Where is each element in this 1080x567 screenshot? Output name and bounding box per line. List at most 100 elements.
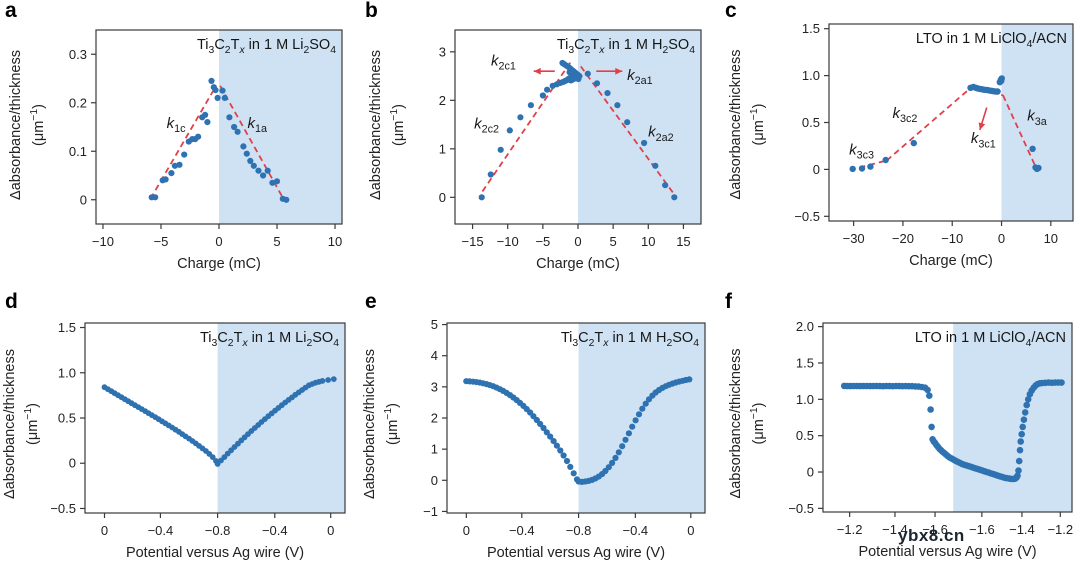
panel-a-chart: −10 −5 0 5 10 0 0.1 0.2 0.3 k1c k1a Ti3C2Tx in 1 M …: [8, 29, 343, 272]
rate-constant-label: k2c2: [474, 115, 499, 135]
y-axis-label-line1: Δabsorbance/thickness: [368, 50, 384, 200]
y-tick-label: 1.0: [58, 365, 76, 380]
x-tick-label: 0: [687, 523, 694, 538]
x-tick-label: −1.2: [837, 522, 863, 537]
x-tick-label: −0.4: [509, 523, 535, 538]
rate-constant-label: k1c: [167, 115, 187, 135]
plot-frame: [446, 322, 706, 514]
y-tick-label: −0.5: [50, 501, 76, 516]
panel-letter-b: b: [365, 0, 378, 22]
plot-frame: [454, 29, 702, 225]
plot-frame: [95, 29, 343, 225]
y-tick-label: 0.3: [69, 47, 87, 62]
x-tick-label: −30: [843, 231, 865, 246]
y-axis-label-line1: Δabsorbance/thickness: [2, 349, 18, 499]
data-points: [849, 75, 1042, 173]
data-points: [478, 59, 678, 201]
panel-b: b −15 −10 −5 0 5 10 15 0 1 2 3 k2c1 k2a1 k2c2 k2a2 Ti3C2…: [360, 0, 720, 283]
x-tick-label: −1.6: [922, 522, 948, 537]
fit-line: [849, 159, 887, 171]
fit-line: [1002, 94, 1038, 170]
y-tick-label: 1.0: [802, 68, 820, 83]
rate-constant-label: k3c1: [971, 130, 996, 150]
annotation-arrow: [533, 67, 555, 75]
panel-f-chart: −1.2 −1.4 −1.6 −1.6 −1.4 −1.2 −0.5 0 0.5 1.0 1.5 2.…: [728, 319, 1073, 560]
axis-ticks: [450, 51, 685, 229]
y-tick-label: 0: [69, 456, 76, 471]
axis-ticks: [818, 326, 1061, 517]
panel-f: f −1.2 −1.4 −1.6 −1.6 −1.4 −1.2 −0.5 0 0.5 1.0 1.5 2…: [720, 283, 1080, 567]
panel-a: a −10 −5 0 5 10 0 0.1 0.2 0.3 k1c k1a Ti3C2Tx in 1 M…: [0, 0, 360, 283]
panel-letter-d: d: [5, 290, 18, 313]
panel-letter-e: e: [365, 290, 377, 313]
y-tick-label: 1.0: [796, 392, 814, 407]
x-tick-label: 10: [328, 234, 342, 249]
panel-title: LTO in 1 M LiClO4/ACN: [916, 31, 1067, 50]
y-tick-label: 2: [431, 411, 438, 426]
y-tick-label: 0.2: [69, 95, 87, 110]
y-tick-label: 0: [80, 192, 87, 207]
x-tick-label: −5: [535, 234, 550, 249]
shaded-anodic-region: [578, 30, 701, 224]
rate-constant-label: k3c3: [849, 141, 874, 161]
x-tick-label: −15: [462, 234, 484, 249]
x-tick-label: −0.8: [205, 523, 231, 538]
plot-frame: [84, 322, 346, 514]
y-tick-label: −0.5: [794, 209, 820, 224]
y-tick-label: 0.1: [69, 144, 87, 159]
x-axis-label: Potential versus Ag wire (V): [858, 544, 1036, 560]
panel-c: c −30 −20 −10 0 10 −0.5 0 0.5 1.0 1.5 k3c3 k3c2 k3c1 k…: [720, 0, 1080, 283]
y-tick-label: 1: [431, 442, 438, 457]
x-tick-label: 0: [327, 523, 334, 538]
x-tick-label: −0.4: [262, 523, 288, 538]
panel-title: Ti3C2Tx in 1 M Li2SO4: [197, 37, 336, 56]
annotation-arrow: [978, 107, 988, 131]
x-axis-label: Charge (mC): [177, 256, 261, 272]
x-axis-label: Potential versus Ag wire (V): [487, 545, 665, 561]
y-tick-label: 0: [807, 465, 814, 480]
x-tick-label: −1.2: [1047, 522, 1073, 537]
panel-c-chart: −30 −20 −10 0 10 −0.5 0 0.5 1.0 1.5 k3c3 k3c2 k3c1 k3…: [728, 21, 1074, 269]
rate-constant-label: k1a: [248, 115, 268, 135]
y-tick-label: 1: [439, 141, 446, 156]
x-axis-label: Charge (mC): [536, 256, 620, 272]
y-tick-label: −1: [423, 504, 438, 519]
x-tick-label: −5: [154, 234, 169, 249]
y-axis-label-line2: (μm−1): [23, 403, 41, 445]
x-axis-label: Charge (mC): [909, 253, 993, 269]
y-tick-label: 4: [431, 348, 438, 363]
panel-title: Ti3C2Tx in 1 M H2SO4: [561, 330, 699, 349]
x-tick-label: −0.4: [148, 523, 174, 538]
data-points: [840, 379, 1065, 483]
x-tick-label: −1.6: [969, 522, 995, 537]
plot-frame: [828, 23, 1074, 222]
panel-title: LTO in 1 M LiClO4/ACN: [915, 330, 1066, 349]
y-tick-label: −0.5: [788, 501, 814, 516]
x-tick-label: −1.4: [1009, 522, 1035, 537]
rate-constant-label: k2c1: [491, 52, 516, 72]
x-tick-label: 0: [101, 523, 108, 538]
x-tick-label: 10: [641, 234, 655, 249]
axis-ticks: [824, 28, 1052, 226]
rate-constant-label: k2a2: [648, 124, 674, 144]
y-tick-label: 5: [431, 317, 438, 332]
y-tick-label: 0: [813, 162, 820, 177]
x-tick-label: −0.8: [566, 523, 592, 538]
y-axis-label-line2: (μm−1): [749, 104, 767, 146]
y-axis-label-line1: Δabsorbance/thickness: [362, 349, 378, 499]
fit-line: [580, 65, 677, 197]
y-tick-label: 1.5: [796, 355, 814, 370]
watermark: ybx8.cn: [898, 526, 965, 545]
panel-e-chart: 0 −0.4 −0.8 −0.4 0 −1 0 1 2 3 4 5 Ti3C2Tx in 1 M H2S…: [362, 317, 706, 561]
data-points: [463, 376, 693, 485]
x-axis-label: Potential versus Ag wire (V): [126, 545, 304, 561]
x-tick-label: −10: [941, 231, 963, 246]
y-axis-label-line2: (μm−1): [389, 104, 407, 146]
plot-frame: [822, 322, 1073, 513]
x-tick-label: −1.4: [882, 522, 908, 537]
shaded-anodic-region: [578, 323, 705, 513]
panel-d-chart: 0 −0.4 −0.8 −0.4 0 −0.5 0 0.5 1.0 1.5 Ti3C2Tx in 1…: [2, 320, 346, 561]
panel-title: Ti3C2Tx in 1 M Li2SO4: [200, 330, 339, 349]
y-tick-label: 0.5: [58, 411, 76, 426]
